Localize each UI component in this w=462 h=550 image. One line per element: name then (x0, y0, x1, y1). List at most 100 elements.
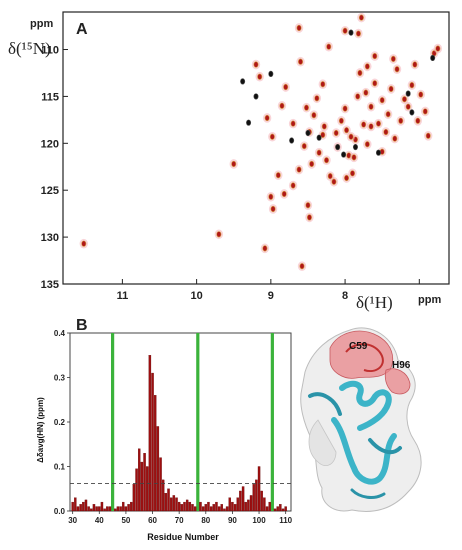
shift-bar (265, 506, 269, 512)
peak-red (298, 58, 304, 65)
shift-bar (249, 495, 253, 512)
shift-bar (204, 504, 208, 512)
shift-bar (175, 497, 178, 512)
peak-red (355, 30, 361, 37)
peak-red (342, 105, 348, 112)
shift-bar (153, 395, 157, 512)
peak-red (268, 193, 274, 200)
shift-bar (284, 506, 287, 512)
peak-red (346, 152, 352, 159)
y-tick-label: 125 (41, 185, 59, 197)
shift-bar (177, 501, 181, 512)
y-unit-ppm: ppm (30, 18, 53, 30)
peak-red (253, 61, 259, 68)
peak-black (253, 93, 259, 100)
peak-red (269, 133, 275, 140)
peak-red (344, 174, 350, 182)
shift-bar (122, 501, 125, 512)
spectrum-axes: 11 10 9 8 110 115 120 125 130 135 (41, 45, 420, 302)
y-tick-label: 110 (41, 45, 59, 57)
shift-bar (225, 506, 229, 512)
shift-bar (82, 501, 85, 512)
shift-bar (241, 486, 245, 512)
peak-red (305, 202, 311, 209)
peak-red (418, 91, 424, 98)
helix-ribbon-1 (339, 380, 392, 431)
peak-red (398, 117, 404, 124)
unassigned-residue-marker (111, 333, 115, 511)
shift-bar (228, 497, 231, 512)
shift-bar (98, 506, 101, 512)
peak-red (281, 190, 287, 198)
peak-red (296, 24, 302, 32)
peak-red (392, 135, 398, 142)
shift-bar (124, 506, 128, 512)
shift-bar (255, 479, 258, 512)
peak-red (364, 141, 370, 148)
shift-bar (191, 504, 194, 512)
shift-bar (87, 506, 90, 512)
peak-red (262, 245, 268, 252)
shift-bar (209, 506, 213, 512)
peak-red (301, 143, 307, 150)
y-tick-label: 0.0 (54, 507, 66, 516)
shift-bar (74, 497, 77, 512)
peak-red (342, 27, 348, 34)
peak-red (303, 104, 309, 111)
shift-bar (252, 484, 255, 512)
peak-red (283, 83, 289, 91)
peak-red (435, 45, 441, 52)
peak-black (405, 90, 411, 97)
peak-black (348, 29, 354, 36)
peak-red (324, 157, 330, 164)
peak-red (361, 121, 367, 128)
panel-b: B 30 40 50 60 70 80 90 100 110 0.0 0.1 0.2 0.3 0.4 Δδ… (36, 317, 293, 542)
peak-red (344, 127, 350, 134)
peak-red (264, 114, 270, 122)
shift-bar (71, 501, 74, 512)
spectrum-frame (62, 11, 450, 285)
shift-bar (138, 448, 141, 512)
shift-bar (236, 497, 239, 512)
peak-red (363, 89, 369, 96)
shift-bar (130, 501, 133, 512)
x-tick-label: 11 (117, 290, 129, 302)
peak-red (385, 111, 391, 118)
peak-red (331, 178, 337, 185)
peak-black (246, 119, 252, 126)
peak-red (379, 97, 385, 104)
shift-bar (199, 501, 202, 512)
peak-red (290, 182, 296, 189)
shift-bar (244, 501, 247, 512)
x-tick-label: 40 (95, 516, 104, 525)
helix-ribbon-2 (331, 417, 397, 485)
peak-red (355, 93, 361, 100)
peak-red (309, 160, 315, 168)
peak-red (299, 263, 305, 270)
peak-red (296, 166, 302, 173)
peak-black (316, 134, 322, 141)
red-loop (345, 343, 384, 372)
shift-bar (273, 508, 277, 512)
peak-black (341, 151, 347, 158)
panel-b-label: B (76, 317, 88, 334)
peak-red (327, 173, 333, 180)
shift-bar (231, 501, 234, 512)
peak-red (394, 66, 400, 73)
shift-bar (247, 499, 250, 512)
shift-bar (151, 372, 154, 512)
x-unit-ppm: ppm (418, 294, 441, 306)
bar-chart: 30 40 50 60 70 80 90 100 110 0.0 0.1 0.2 0.3 0.4 (54, 329, 293, 525)
peak-black (409, 109, 415, 116)
shift-bar (103, 508, 106, 512)
x-tick-label: 110 (279, 516, 292, 525)
x-tick-label: 8 (342, 290, 348, 302)
peak-red (352, 136, 358, 143)
shift-bar (207, 501, 210, 512)
shift-bar (159, 457, 162, 512)
peak-red (311, 112, 317, 119)
peak-red (257, 73, 263, 80)
shift-bar (135, 468, 138, 512)
shift-bar (100, 501, 104, 512)
